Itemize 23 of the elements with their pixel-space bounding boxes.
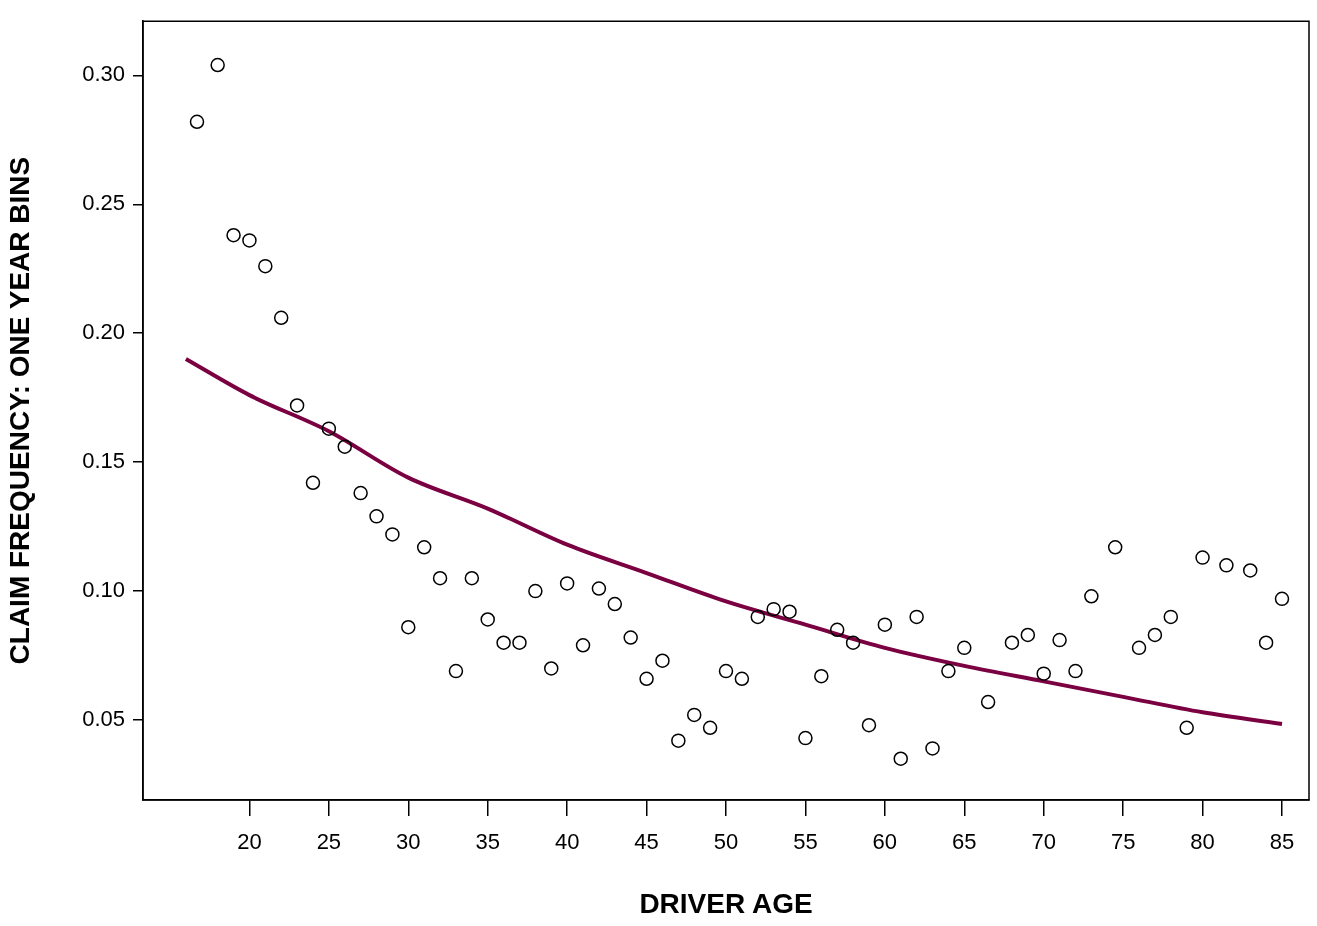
x-tick-label: 30 [396, 829, 421, 855]
x-tick-label: 65 [952, 829, 977, 855]
line-series [183, 357, 1284, 726]
x-tick-label: 50 [713, 829, 739, 855]
x-tick-label: 85 [1269, 829, 1295, 855]
x-tick-label: 35 [475, 829, 500, 855]
y-tick-label: 0.25 [82, 190, 125, 216]
y-tick-label: 0.20 [82, 319, 125, 345]
x-axis-title: DRIVER AGE [639, 887, 813, 919]
x-tick-label: 45 [634, 829, 659, 855]
x-tick-label: 70 [1031, 829, 1056, 855]
x-tick-label: 75 [1110, 829, 1136, 855]
y-axis-title: CLAIM FREQUENCY: ONE YEAR BINS [3, 156, 35, 665]
y-tick-label: 0.15 [82, 448, 125, 474]
y-tick-label: 0.10 [82, 577, 125, 603]
y-tick-label: 0.30 [82, 61, 125, 87]
x-tick-label: 20 [237, 829, 262, 855]
x-tick-label: 40 [554, 829, 580, 855]
x-tick-label: 60 [872, 829, 898, 855]
x-tick-label: 80 [1190, 829, 1215, 855]
y-tick-label: 0.05 [82, 706, 125, 732]
x-tick-label: 55 [793, 829, 818, 855]
x-tick-label: 25 [316, 829, 342, 855]
